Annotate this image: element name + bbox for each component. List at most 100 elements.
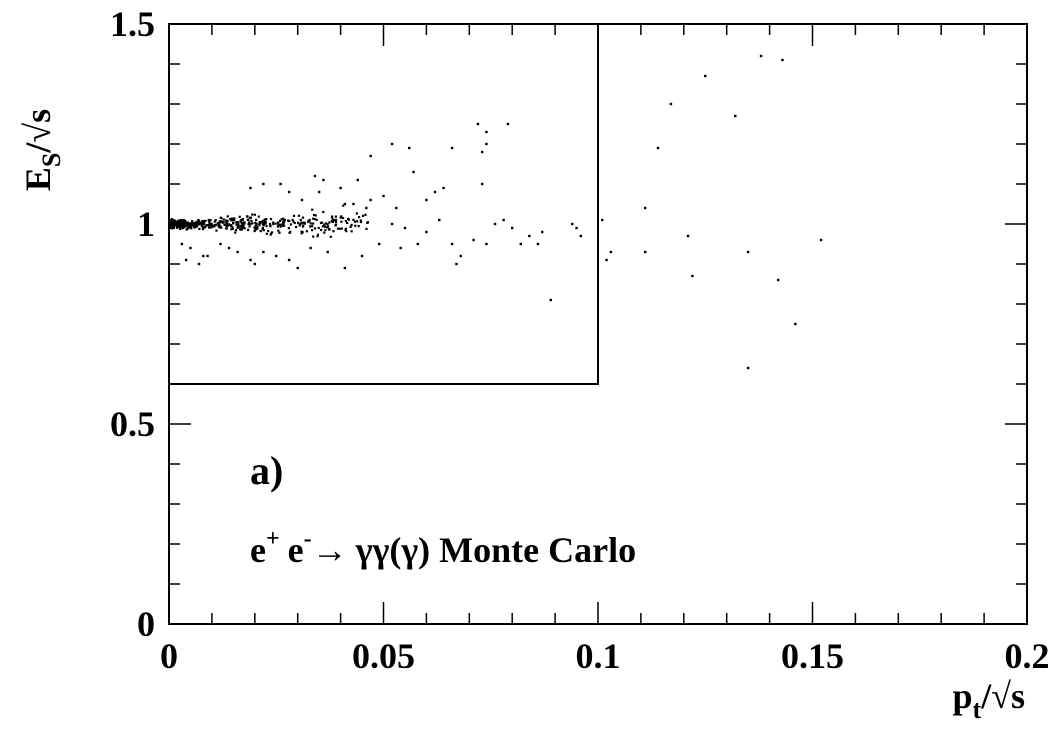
data-point-cluster: [240, 227, 243, 230]
panel-label: a): [250, 448, 283, 493]
data-point-cluster: [243, 227, 246, 230]
process-sup-plus: +: [266, 526, 280, 552]
data-point: [502, 218, 505, 222]
data-point-cluster: [251, 222, 254, 225]
data-point-cluster: [182, 223, 185, 226]
data-point-cluster: [197, 222, 200, 225]
data-point: [356, 178, 359, 182]
data-point-cluster: [308, 220, 311, 223]
data-point-cluster: [178, 221, 181, 225]
data-point-cluster: [201, 227, 205, 231]
data-point-cluster: [324, 225, 327, 228]
data-point-cluster: [171, 218, 174, 221]
data-point-cluster: [316, 233, 319, 236]
data-point-cluster: [277, 221, 280, 224]
data-point: [382, 194, 385, 198]
data-point: [399, 246, 402, 250]
data-point-cluster: [205, 224, 208, 227]
data-point-cluster: [289, 223, 292, 226]
data-point: [403, 226, 407, 230]
data-point-cluster: [298, 224, 301, 227]
data-point-cluster: [326, 223, 329, 226]
data-point: [734, 114, 737, 118]
data-point-cluster: [272, 221, 275, 224]
data-point: [279, 182, 282, 186]
data-point-cluster: [276, 225, 279, 228]
data-point-cluster: [334, 223, 338, 226]
data-point: [571, 222, 574, 226]
data-point-cluster: [168, 222, 171, 225]
data-point-cluster: [190, 227, 193, 230]
data-point: [206, 254, 209, 258]
data-point-cluster: [246, 215, 249, 218]
data-point-cluster: [247, 221, 251, 224]
data-point-cluster: [170, 227, 174, 230]
data-point-cluster: [238, 215, 241, 218]
data-point-cluster: [359, 219, 362, 222]
data-point: [408, 146, 411, 150]
data-point-cluster: [246, 218, 249, 221]
data-point: [746, 250, 750, 254]
data-point-cluster: [265, 232, 268, 235]
data-point: [369, 154, 372, 158]
data-point-cluster: [269, 225, 272, 228]
data-point-cluster: [350, 223, 353, 227]
data-point-cluster: [317, 226, 320, 230]
data-point-cluster: [186, 227, 189, 230]
data-point-cluster: [221, 220, 224, 224]
data-point-cluster: [168, 220, 171, 223]
data-point-cluster: [169, 224, 172, 227]
data-point-cluster: [334, 218, 338, 221]
data-point-cluster: [233, 217, 236, 220]
axis-tick-labels: 0 0.05 0.1 0.15 0.2 0 0.5 1 1.5: [110, 4, 1050, 676]
process-e-minus: e: [288, 530, 304, 570]
data-point: [819, 238, 823, 242]
data-point-cluster: [269, 233, 272, 236]
data-point-cluster: [272, 223, 275, 226]
data-point: [300, 198, 304, 202]
data-point-cluster: [344, 227, 347, 230]
data-point-cluster: [282, 221, 285, 224]
data-point-cluster: [191, 220, 194, 223]
data-point-cluster: [170, 223, 174, 226]
data-point-cluster: [181, 225, 184, 228]
data-point: [459, 254, 462, 258]
process-arrow: →: [312, 530, 348, 570]
data-point-cluster: [169, 218, 172, 221]
data-point-cluster: [281, 222, 285, 225]
data-point-cluster: [241, 218, 244, 222]
data-point: [309, 246, 312, 250]
process-e-plus: e: [250, 530, 266, 570]
data-point-cluster: [300, 230, 303, 233]
data-point-cluster: [365, 227, 368, 230]
process-annotation: e+ e-→ γγ(γ) Monte Carlo: [250, 526, 636, 570]
data-point: [343, 202, 347, 206]
data-point-cluster: [240, 222, 243, 225]
data-point-cluster: [194, 221, 197, 224]
data-point-cluster: [239, 228, 242, 231]
data-point: [485, 242, 488, 246]
data-point: [425, 230, 428, 234]
y-tick-label: 0.5: [110, 404, 155, 444]
data-point-cluster: [278, 231, 281, 234]
data-point-cluster: [209, 224, 212, 227]
data-point: [541, 230, 544, 234]
data-point-cluster: [334, 215, 338, 218]
data-point-cluster: [173, 223, 176, 227]
data-point-cluster: [311, 208, 314, 211]
data-point-cluster: [338, 227, 341, 230]
data-point-cluster: [176, 226, 179, 229]
data-point: [656, 146, 660, 150]
data-point-cluster: [192, 222, 195, 225]
data-point-cluster: [220, 226, 223, 229]
data-point: [528, 234, 531, 238]
data-point: [262, 182, 265, 186]
data-point: [326, 250, 329, 254]
data-point-cluster: [340, 227, 343, 230]
data-point: [480, 150, 484, 154]
x-tick-label: 0: [160, 636, 178, 676]
data-point-cluster: [174, 223, 177, 226]
data-point-cluster: [226, 224, 229, 227]
data-point-cluster: [243, 221, 246, 224]
